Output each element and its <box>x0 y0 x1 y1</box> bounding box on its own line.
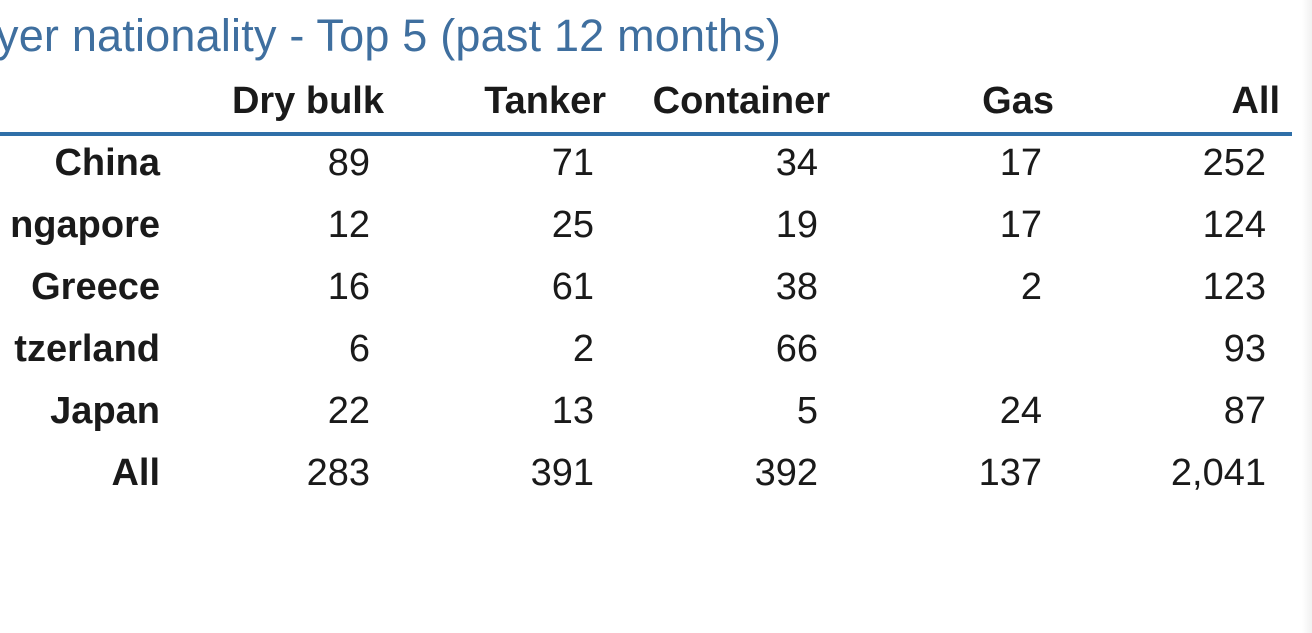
table-cell-container: 392 <box>754 452 818 494</box>
table-cell-all: 2,041 <box>1170 452 1266 494</box>
table-cell-dry-bulk: 89 <box>327 142 370 184</box>
table-cell-gas: 17 <box>999 142 1042 184</box>
table-cell-tanker: 2 <box>572 328 594 370</box>
row-label: Greece <box>31 266 160 308</box>
table-cell-all: 123 <box>1202 266 1266 308</box>
table-title: yer nationality - Top 5 (past 12 months) <box>0 10 782 61</box>
table-cell-dry-bulk: 16 <box>327 266 370 308</box>
table-cell-tanker: 25 <box>551 204 594 246</box>
table-cell-all: 93 <box>1223 328 1266 370</box>
table-cell-all: 124 <box>1202 204 1266 246</box>
column-header-tanker: Tanker <box>484 80 606 122</box>
table-cell-gas: 24 <box>999 390 1042 432</box>
table-cell-dry-bulk: 6 <box>348 328 370 370</box>
header-rule <box>0 132 1292 136</box>
table-cell-tanker: 71 <box>551 142 594 184</box>
table-cell-all: 252 <box>1202 142 1266 184</box>
table-cell-tanker: 391 <box>530 452 594 494</box>
row-label: Japan <box>50 390 160 432</box>
table-cell-tanker: 13 <box>551 390 594 432</box>
table-cell-container: 66 <box>775 328 818 370</box>
table-cell-dry-bulk: 12 <box>327 204 370 246</box>
table-cell-dry-bulk: 22 <box>327 390 370 432</box>
table-cell-gas: 2 <box>1020 266 1042 308</box>
table-cell-gas: 17 <box>999 204 1042 246</box>
row-label: tzerland <box>14 328 160 370</box>
table-cell-container: 34 <box>775 142 818 184</box>
table-cell-gas: 137 <box>978 452 1042 494</box>
table-cell-tanker: 61 <box>551 266 594 308</box>
table-cell-all: 87 <box>1223 390 1266 432</box>
row-label: ngapore <box>10 204 160 246</box>
column-header-dry-bulk: Dry bulk <box>231 80 384 122</box>
column-header-all: All <box>1231 80 1280 122</box>
table-cell-container: 19 <box>775 204 818 246</box>
table-cell-container: 38 <box>775 266 818 308</box>
row-label: China <box>54 142 160 184</box>
column-header-gas: Gas <box>982 80 1054 122</box>
table-cell-dry-bulk: 283 <box>306 452 370 494</box>
row-label: All <box>111 452 160 494</box>
page-edge-shadow <box>1302 0 1312 633</box>
table-cell-container: 5 <box>796 390 818 432</box>
column-header-container: Container <box>652 80 830 122</box>
